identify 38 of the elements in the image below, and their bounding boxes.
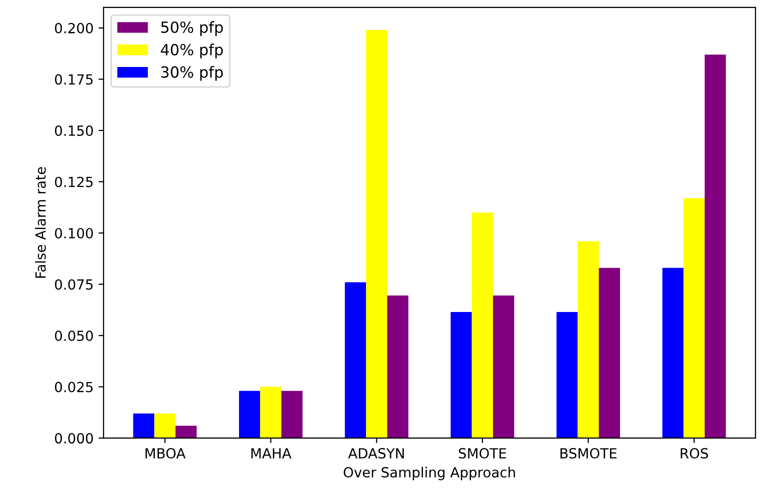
bar — [493, 296, 514, 438]
bar — [578, 241, 599, 438]
x-axis-title: Over Sampling Approach — [344, 466, 515, 480]
y-tick-label: 0.000 — [54, 433, 93, 444]
bar — [176, 426, 197, 438]
bar — [450, 312, 472, 438]
y-tick-label: 0.100 — [54, 228, 93, 238]
y-tick-label: 0.050 — [54, 330, 93, 342]
legend-label: 30% pfp — [161, 66, 223, 81]
x-tick-label: ROS — [680, 448, 708, 459]
x-tick-label: ADASYN — [348, 448, 404, 459]
bar — [472, 212, 494, 438]
legend-label: 40% pfp — [160, 44, 223, 58]
legend-label: 50% pfp — [161, 21, 223, 36]
y-axis-title: False Alarm rate — [35, 167, 46, 278]
y-tick-label: 0.150 — [54, 125, 93, 136]
bar — [344, 282, 366, 438]
bar — [154, 413, 176, 438]
bar — [366, 30, 388, 438]
x-tick-label: BSMOTE — [560, 448, 617, 459]
bar — [260, 386, 282, 438]
bar — [704, 54, 726, 438]
bar — [598, 268, 620, 438]
bar — [662, 268, 684, 438]
bar — [133, 413, 154, 438]
x-tick-label: SMOTE — [458, 448, 506, 459]
y-tick-label: 0.125 — [54, 176, 93, 188]
y-tick-label: 0.175 — [54, 74, 93, 85]
bar — [239, 390, 260, 438]
x-tick-label: MBOA — [146, 448, 186, 459]
bar — [556, 312, 578, 438]
bar — [281, 390, 303, 438]
bar — [387, 296, 408, 438]
y-tick-label: 0.200 — [54, 22, 93, 34]
y-tick-label: 0.025 — [54, 382, 93, 392]
bar — [684, 198, 705, 438]
y-tick-label: 0.075 — [54, 279, 93, 290]
x-tick-label: MAHA — [251, 448, 292, 458]
